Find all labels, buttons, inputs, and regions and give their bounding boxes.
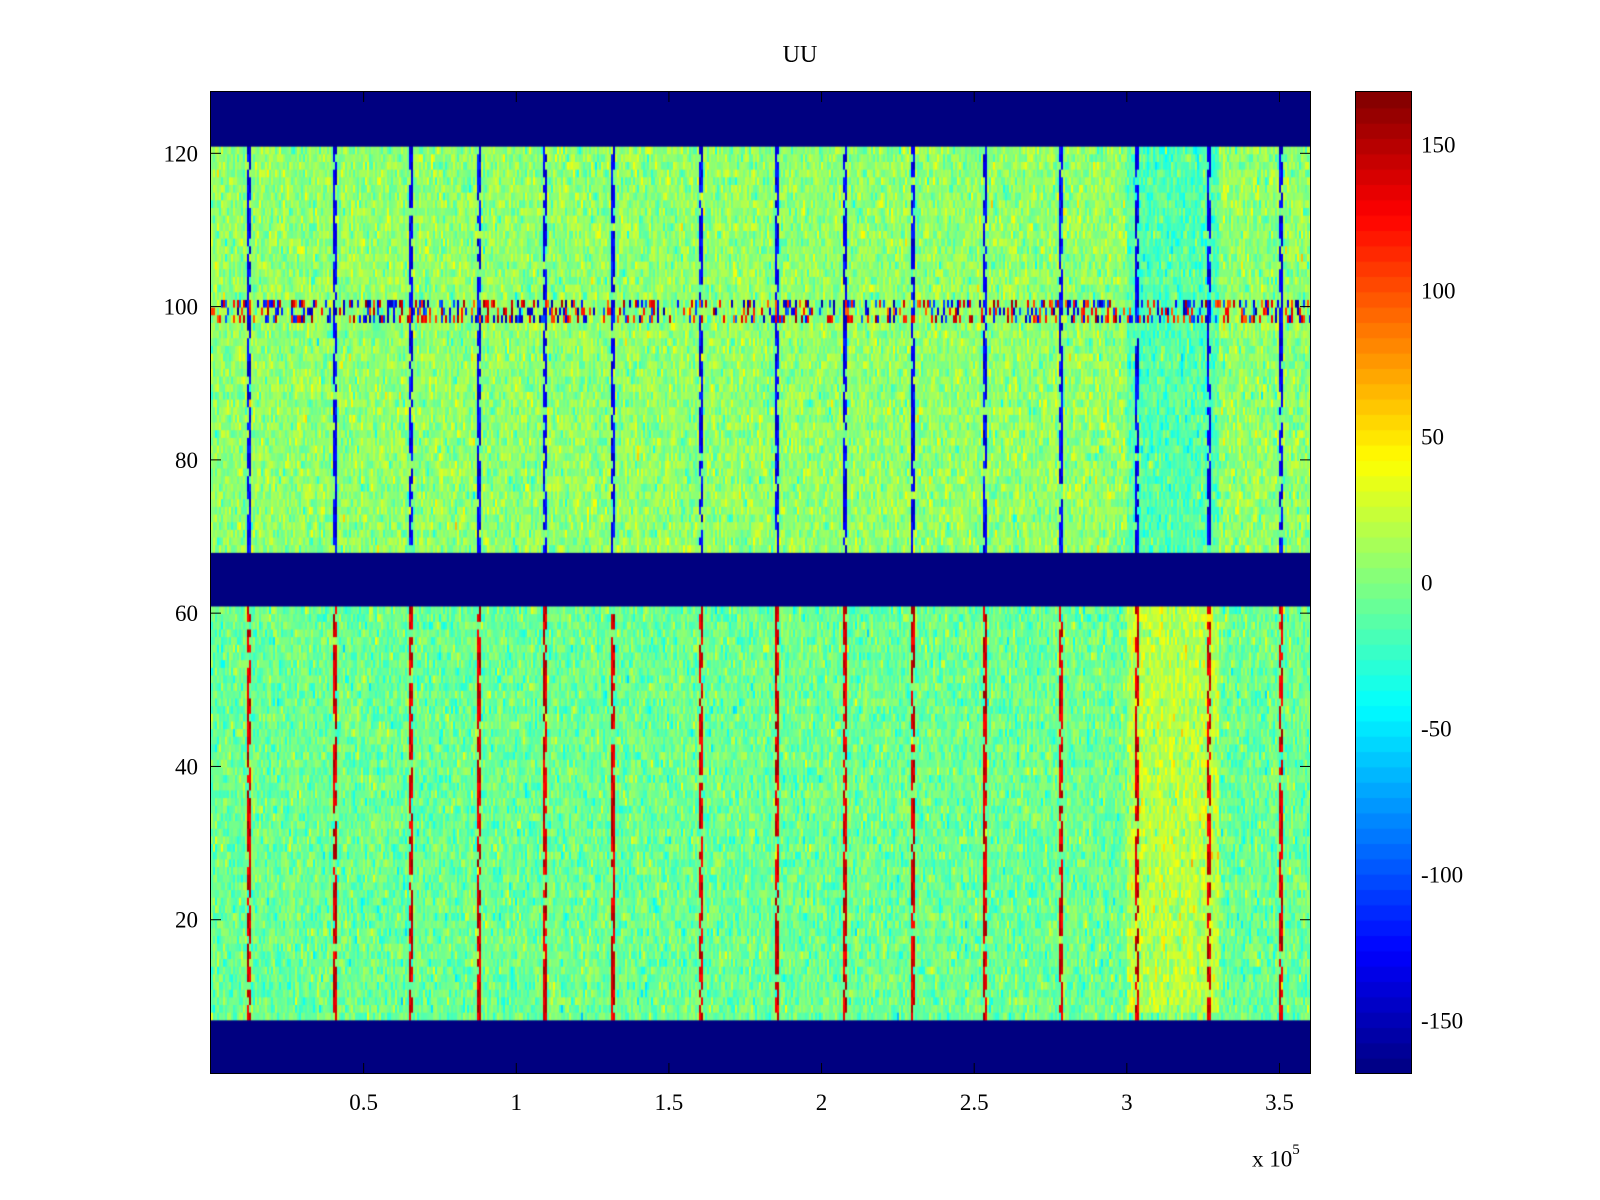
colorbar-tick-label-3: 0 [1421, 571, 1433, 596]
y-tick-label-1: 40 [175, 754, 198, 779]
y-tick-label-4: 100 [164, 295, 199, 320]
colorbar [1355, 91, 1412, 1074]
x-tick-label-0: 0.5 [349, 1090, 378, 1115]
x-multiplier-exponent: 5 [1292, 1142, 1300, 1158]
colorbar-tick-label-0: 150 [1421, 133, 1456, 158]
plot-area [210, 91, 1311, 1074]
heatmap-image [211, 92, 1310, 1073]
x-axis-multiplier: x 105 [1252, 1142, 1300, 1173]
y-tick-label-0: 20 [175, 908, 198, 933]
x-tick-label-6: 3.5 [1265, 1090, 1294, 1115]
colorbar-gradient [1356, 92, 1411, 1073]
y-tick-label-5: 120 [164, 141, 199, 166]
chart-title: UU [782, 42, 818, 68]
axes-ticks [211, 92, 1310, 1073]
colorbar-tick-label-6: -150 [1421, 1008, 1463, 1033]
colorbar-tick-label-4: -50 [1421, 716, 1452, 741]
x-multiplier-text: x 10 [1252, 1146, 1293, 1172]
x-tick-label-3: 2 [816, 1090, 828, 1115]
colorbar-tick-label-5: -100 [1421, 862, 1463, 887]
colorbar-tick-label-2: 50 [1421, 425, 1444, 450]
y-tick-label-3: 80 [175, 448, 198, 473]
x-tick-label-5: 3 [1121, 1090, 1133, 1115]
x-tick-label-4: 2.5 [960, 1090, 989, 1115]
x-tick-label-1: 1 [511, 1090, 523, 1115]
y-tick-label-2: 60 [175, 601, 198, 626]
x-tick-label-2: 1.5 [655, 1090, 684, 1115]
colorbar-tick-label-1: 100 [1421, 279, 1456, 304]
